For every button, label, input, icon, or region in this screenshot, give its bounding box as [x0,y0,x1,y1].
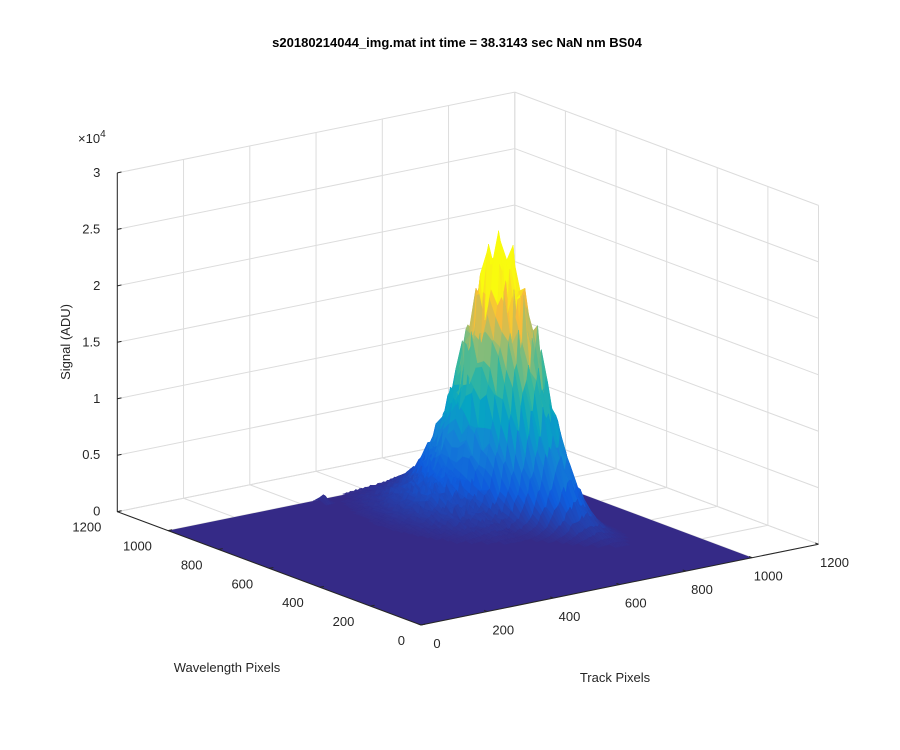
z-tick [117,510,122,513]
side-wall-grid-z [514,204,819,319]
z-tick-label: 0 [93,504,100,519]
x-tick [483,609,488,613]
x-tick-label: 800 [691,582,713,597]
x-tick-label: 400 [559,609,581,624]
axes-ticks: 0200400600800100012000200400600800100012… [72,165,849,651]
back-wall-grid-z [117,204,515,287]
z-tick-label: 1 [93,391,100,406]
y-tick-label: 1000 [123,539,152,554]
x-tick [682,569,687,572]
x-tick-label: 600 [625,596,647,611]
back-wall-grid-z [117,317,515,400]
surface-mesh [167,230,753,625]
y-tick [420,623,426,626]
surface-patch [621,541,631,546]
side-wall-grid-z [514,317,819,432]
side-wall-grid-z [514,91,819,206]
x-tick [550,596,554,599]
side-wall-grid-z [514,148,819,263]
z-tick [117,284,122,287]
z-tick [117,397,122,400]
side-wall-grid-z [514,373,819,489]
x-tick-label: 0 [433,636,440,651]
surface-patch [608,526,617,530]
z-tick-label: 0.5 [82,447,100,462]
y-tick [167,529,173,532]
side-wall-grid-z [514,261,819,376]
z-axis-label: Signal (ADU) [58,304,73,380]
x-tick [417,623,422,626]
x-tick [616,582,620,586]
y-tick [269,566,274,569]
x-tick [748,555,753,559]
y-tick [319,585,325,588]
y-axis-label: Wavelength Pixels [174,660,281,675]
z-tick [117,340,122,343]
z-tick-label: 2.5 [82,221,100,236]
x-tick-label: 1000 [754,569,783,584]
y-tick-label: 0 [398,633,405,648]
z-tick [117,453,122,456]
x-tick [815,542,819,545]
x-axis-label: Track Pixels [580,670,651,685]
surface-patch [617,531,626,536]
y-tick-label: 600 [231,576,253,591]
back-wall-grid-z [117,91,515,174]
y-tick-label: 400 [282,595,304,610]
surface-patch [620,534,629,539]
z-tick [117,171,122,174]
back-wall-grid-z [117,373,515,456]
z-tick-label: 2 [93,278,100,293]
z-tick [117,227,122,230]
y-tick-label: 1200 [72,520,101,535]
back-wall-grid-z [117,148,515,230]
y-tick [218,548,223,550]
y-tick-label: 800 [181,557,203,572]
surface-patch [620,537,630,542]
z-tick-label: 3 [93,165,100,180]
z-exponent-label: ×104 [78,129,106,146]
chart-title: s20180214044_img.mat int time = 38.3143 … [272,35,642,50]
y-tick-label: 200 [333,614,355,629]
x-tick-label: 200 [492,623,514,638]
y-tick [370,604,375,607]
surface-patch [612,528,622,533]
back-wall-grid-z [117,261,515,343]
x-tick-label: 1200 [820,555,849,570]
surface-patch [326,497,336,504]
z-tick-label: 1.5 [82,334,100,349]
